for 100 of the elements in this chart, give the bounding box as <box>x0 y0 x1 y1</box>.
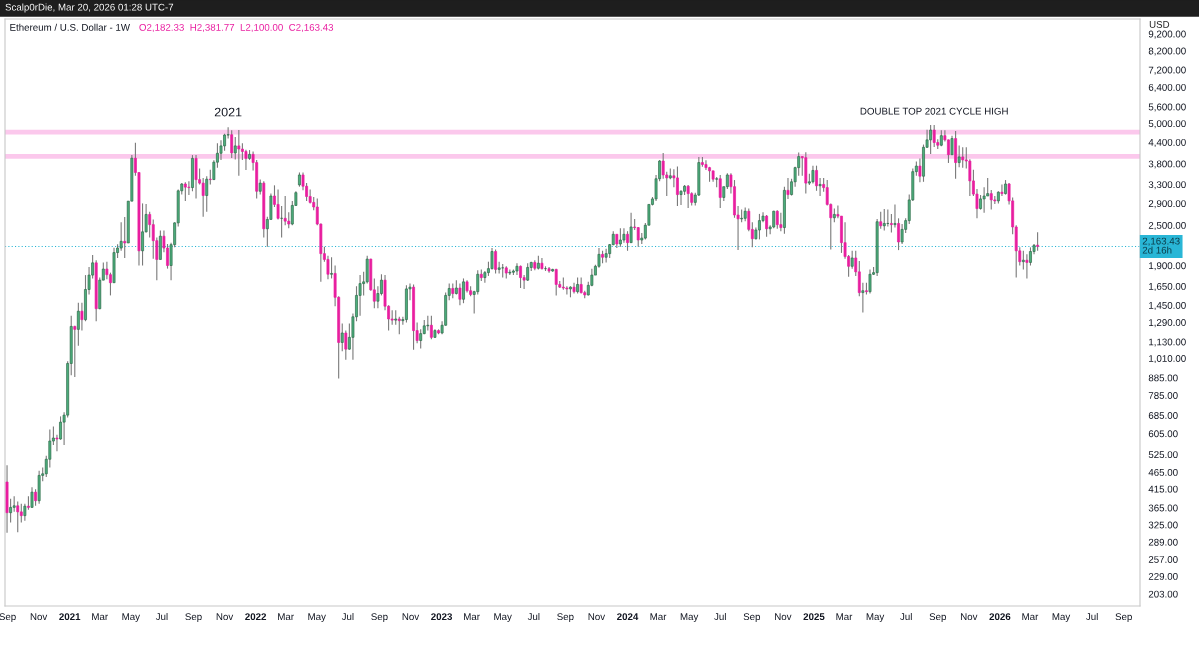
y-tick-label: 1,450.00 <box>1149 301 1186 310</box>
ref-line-label: 2,163.43 2d 16h <box>1142 237 1180 254</box>
x-tick-label: May <box>866 613 885 623</box>
x-tick-label: Nov <box>960 613 978 621</box>
x-tick-label: Sep <box>185 613 202 623</box>
candlestick <box>158 230 162 261</box>
candlestick <box>779 212 783 232</box>
candlestick <box>679 189 683 206</box>
y-axis-title: USD <box>1149 21 1170 28</box>
x-tick-label: May <box>122 613 140 623</box>
candlestick <box>1036 231 1040 252</box>
candlestick <box>1021 250 1025 270</box>
y-tick-label: 325.00 <box>1148 521 1178 529</box>
x-tick-label: Mar <box>1022 613 1039 621</box>
x-tick-label: Nov <box>30 613 48 621</box>
y-tick-label: 415.00 <box>1148 485 1178 493</box>
y-tick-label: 7,200.00 <box>1148 66 1186 75</box>
x-tick-label: Jul <box>155 612 168 621</box>
candlestick <box>187 180 191 196</box>
y-tick-label: 1,010.00 <box>1149 355 1186 364</box>
x-tick-label: Mar <box>836 613 853 621</box>
y-tick-label: 5,600.00 <box>1148 103 1186 112</box>
candlestick <box>815 165 818 192</box>
candlestick <box>76 302 80 347</box>
y-tick-label: 685.00 <box>1148 412 1178 419</box>
candlestick <box>889 213 893 233</box>
x-tick-label: Mar <box>464 613 480 621</box>
y-tick-label: 1,130.00 <box>1149 338 1186 347</box>
x-tick-label: May <box>680 613 699 623</box>
y-tick-label: 1,650.00 <box>1149 282 1186 291</box>
candlestick <box>961 146 965 169</box>
x-tick-label: Nov <box>216 613 234 621</box>
x-tick-label: Sep <box>371 613 388 623</box>
candlestick <box>497 261 501 275</box>
x-tick-label: Mar <box>92 613 108 621</box>
y-tick-label: 8,200.00 <box>1148 47 1186 56</box>
candlestick <box>201 177 205 218</box>
x-tick-label: Jul <box>341 612 354 621</box>
candlestick <box>462 277 465 304</box>
y-tick-label: 885.00 <box>1148 374 1178 382</box>
y-tick-label: 1,290.00 <box>1149 319 1186 328</box>
x-tick-label: Jul <box>527 612 540 621</box>
y-tick-label: 525.00 <box>1148 451 1178 459</box>
text: Scalp0rDie, Mar 20, 2026 01:28 UTC-7 <box>5 3 174 13</box>
candlestick <box>922 143 925 183</box>
x-tick-label: 2024 <box>617 613 639 621</box>
x-tick-label: 2022 <box>245 613 267 621</box>
candlestick <box>989 189 993 211</box>
y-tick-label: 229.00 <box>1148 572 1178 580</box>
x-tick-label: Sep <box>743 613 761 623</box>
x-tick-label: Sep <box>1115 613 1132 623</box>
y-tick-label: 2,900.00 <box>1148 200 1186 209</box>
x-tick-label: May <box>494 613 512 623</box>
candlestick <box>141 202 144 267</box>
x-tick-label: 2023 <box>431 613 453 621</box>
candlestick <box>957 145 961 168</box>
candlestick <box>340 322 344 352</box>
y-tick-label: 2,500.00 <box>1148 221 1186 230</box>
candlestick <box>148 211 152 239</box>
x-tick-label: Jul <box>900 612 912 621</box>
candlestick <box>544 265 547 272</box>
x-tick-label: Nov <box>402 613 420 621</box>
candlestick <box>626 230 629 252</box>
candlestick <box>758 213 761 240</box>
y-tick-label: 9,200.00 <box>1148 30 1186 39</box>
annotation: DOUBLE TOP 2021 CYCLE HIGH <box>860 107 1008 115</box>
candlestick <box>1004 179 1007 196</box>
y-tick-label: 257.00 <box>1148 556 1178 563</box>
candlestick <box>419 328 423 350</box>
x-tick-label: Mar <box>650 613 667 621</box>
y-tick-label: 6,400.00 <box>1148 83 1186 92</box>
candlestick <box>80 302 84 332</box>
candlestick <box>55 434 59 452</box>
x-tick-label: Sep <box>557 613 574 623</box>
candlestick <box>1025 253 1029 279</box>
candlestick <box>676 165 679 207</box>
annotation: 2021 <box>214 107 242 117</box>
candlestick <box>73 325 77 378</box>
y-tick-label: 365.00 <box>1148 504 1178 512</box>
x-tick-label: Nov <box>775 613 792 621</box>
candlestick <box>358 274 362 317</box>
y-tick-label: 289.00 <box>1148 538 1178 546</box>
candlestick <box>194 154 198 199</box>
y-tick-label: 5,000.00 <box>1148 120 1186 129</box>
candlestick <box>954 130 958 180</box>
candlestick <box>515 262 519 276</box>
candlestick <box>230 129 234 159</box>
y-tick-label: 785.00 <box>1148 392 1178 399</box>
x-tick-label: Jul <box>1086 612 1098 621</box>
y-tick-label: 4,400.00 <box>1148 138 1186 147</box>
x-tick-label: Sep <box>0 613 16 623</box>
y-tick-label: 203.00 <box>1148 590 1178 598</box>
annotation: O2,182.33 H2,381.77 L2,100.00 C2,163.43 <box>139 23 334 32</box>
y-tick-label: 3,300.00 <box>1148 181 1186 190</box>
candlestick <box>786 177 790 200</box>
candlestick <box>9 498 13 524</box>
x-tick-label: 2026 <box>989 613 1011 621</box>
x-tick-label: 2025 <box>803 613 825 621</box>
candlestick <box>1000 183 1004 197</box>
x-tick-label: May <box>1052 613 1071 623</box>
